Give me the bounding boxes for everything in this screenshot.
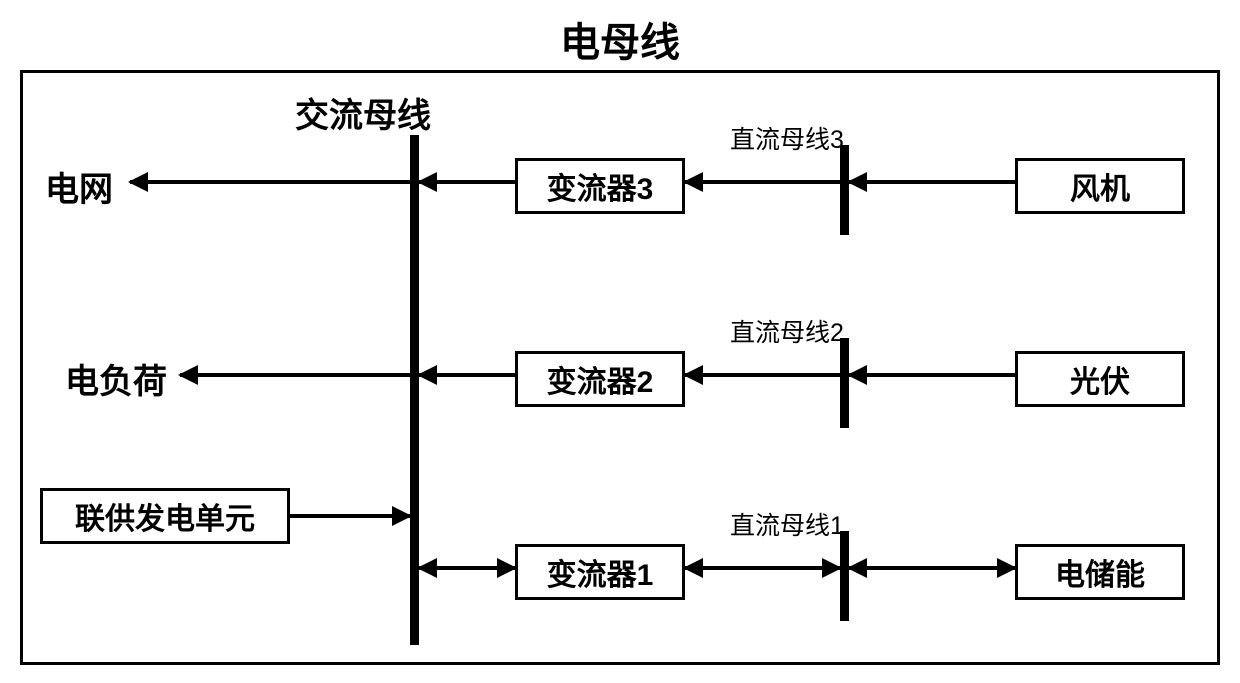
dc-bus-label-1: 直流母线1 bbox=[730, 506, 844, 542]
row-3-dc-conv bbox=[685, 180, 840, 184]
title: 电母线 bbox=[560, 10, 680, 68]
row-3-dc-conv-head-left bbox=[683, 172, 703, 192]
load-label: 电负荷 bbox=[65, 354, 167, 403]
row-1-src-dc bbox=[849, 566, 1015, 570]
row-2-leftout-head-left bbox=[178, 365, 198, 385]
row-1-dc-conv-head-right bbox=[822, 558, 842, 578]
converter-2: 变流器2 bbox=[515, 351, 685, 407]
source-2: 光伏 bbox=[1015, 351, 1185, 407]
cogen-to-bus-head-right bbox=[392, 506, 412, 526]
cogen-box: 联供发电单元 bbox=[40, 488, 290, 544]
dc-bus-label-2: 直流母线2 bbox=[730, 313, 844, 349]
row-2-conv-bus-head-left bbox=[417, 365, 437, 385]
dc-bus-label-3: 直流母线3 bbox=[730, 120, 844, 156]
row-3-src-dc bbox=[849, 180, 1015, 184]
row-3-leftout-head-left bbox=[128, 172, 148, 192]
row-3-conv-bus-head-left bbox=[417, 172, 437, 192]
converter-1: 变流器1 bbox=[515, 544, 685, 600]
source-1: 电储能 bbox=[1015, 544, 1185, 600]
row-1-src-dc-head-left bbox=[847, 558, 867, 578]
row-2-leftout bbox=[180, 373, 410, 377]
ac-bus-label: 交流母线 bbox=[295, 88, 431, 137]
row-2-dc-conv bbox=[685, 373, 840, 377]
row-1-dc-conv bbox=[685, 566, 840, 570]
row-1-src-dc-head-right bbox=[997, 558, 1017, 578]
source-3: 风机 bbox=[1015, 158, 1185, 214]
converter-3: 变流器3 bbox=[515, 158, 685, 214]
row-3-leftout bbox=[130, 180, 410, 184]
row-2-dc-conv-head-left bbox=[683, 365, 703, 385]
row-1-conv-bus-head-left bbox=[417, 558, 437, 578]
row-1-dc-conv-head-left bbox=[683, 558, 703, 578]
row-2-src-dc-head-left bbox=[847, 365, 867, 385]
row-2-src-dc bbox=[849, 373, 1015, 377]
row-3-src-dc-head-left bbox=[847, 172, 867, 192]
row-1-conv-bus-head-right bbox=[497, 558, 517, 578]
grid-label: 电网 bbox=[45, 162, 113, 211]
